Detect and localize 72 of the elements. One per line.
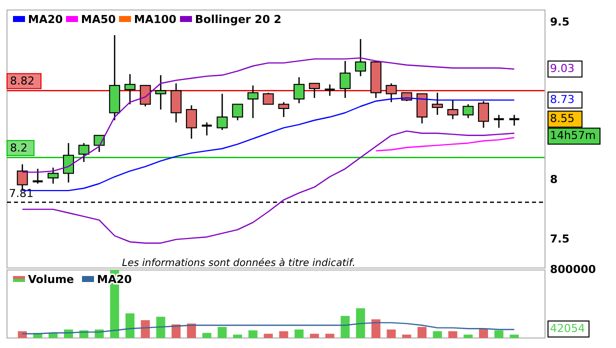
candlestick	[140, 84, 151, 108]
ref-line-label: 8.2	[10, 142, 28, 155]
candlestick	[416, 93, 428, 124]
bar	[402, 334, 412, 338]
bar	[218, 326, 227, 338]
y-tick-label: 9.5	[550, 15, 570, 28]
candlestick	[78, 142, 90, 163]
candlestick	[62, 142, 74, 184]
bar	[233, 334, 242, 338]
legend-label: Bollinger 20 2	[195, 13, 282, 26]
text: 8.55	[550, 112, 574, 126]
bar	[186, 324, 196, 338]
candlestick	[278, 102, 290, 118]
annotation: Les informations sont données à titre indicatif.	[122, 258, 356, 269]
ref-line-label: 8.82	[10, 74, 34, 88]
candlestick	[232, 104, 244, 121]
bar	[464, 334, 473, 338]
bar	[418, 326, 427, 338]
bar	[432, 331, 442, 338]
candlestick	[262, 92, 274, 105]
y-tick-label: 7.5	[550, 232, 570, 246]
bar	[125, 313, 134, 338]
y-tick-label: 8	[550, 173, 558, 186]
text: 14h57m	[550, 129, 596, 142]
candlestick	[32, 168, 44, 184]
candlestick	[386, 82, 397, 103]
bar	[264, 334, 273, 338]
candlestick	[324, 84, 336, 96]
candlestick	[355, 38, 366, 77]
text: 8.73	[550, 93, 574, 106]
candlestick	[340, 60, 351, 99]
bar	[248, 330, 258, 338]
candlestick	[170, 82, 182, 124]
candlestick	[155, 74, 166, 110]
text: 9.03	[550, 62, 574, 76]
candlestick	[478, 100, 490, 128]
candlestick	[462, 104, 474, 119]
bar	[140, 320, 150, 338]
bar	[202, 332, 212, 338]
candlestick	[492, 114, 505, 128]
bar	[325, 334, 334, 338]
candlestick	[48, 167, 59, 184]
y-tick-label: 800000	[550, 263, 596, 276]
bar	[356, 308, 366, 338]
candlestick	[94, 134, 105, 153]
bar	[279, 331, 288, 338]
candlestick	[124, 73, 136, 105]
text: 42054	[550, 322, 585, 336]
candlestick	[216, 93, 228, 131]
bar	[371, 319, 380, 338]
bar	[386, 330, 396, 338]
legend-label: MA50	[81, 13, 116, 26]
bar	[448, 331, 458, 338]
candlestick	[186, 104, 197, 140]
candlestick	[508, 114, 520, 126]
legend-label: MA100	[134, 13, 177, 26]
candlestick	[447, 99, 458, 120]
bar	[340, 316, 350, 338]
bar	[510, 334, 519, 338]
bar	[494, 330, 504, 338]
bar	[172, 324, 181, 338]
candlestick	[432, 92, 443, 116]
candlestick	[200, 122, 213, 136]
line-series	[375, 137, 515, 152]
candlestick	[308, 82, 320, 99]
legend-label: MA20	[28, 13, 64, 26]
bar	[310, 334, 319, 338]
candlestick	[294, 76, 305, 104]
bar	[294, 330, 304, 338]
candlestick	[247, 84, 258, 119]
legend-label: Volume	[28, 273, 74, 286]
bar	[156, 316, 166, 338]
